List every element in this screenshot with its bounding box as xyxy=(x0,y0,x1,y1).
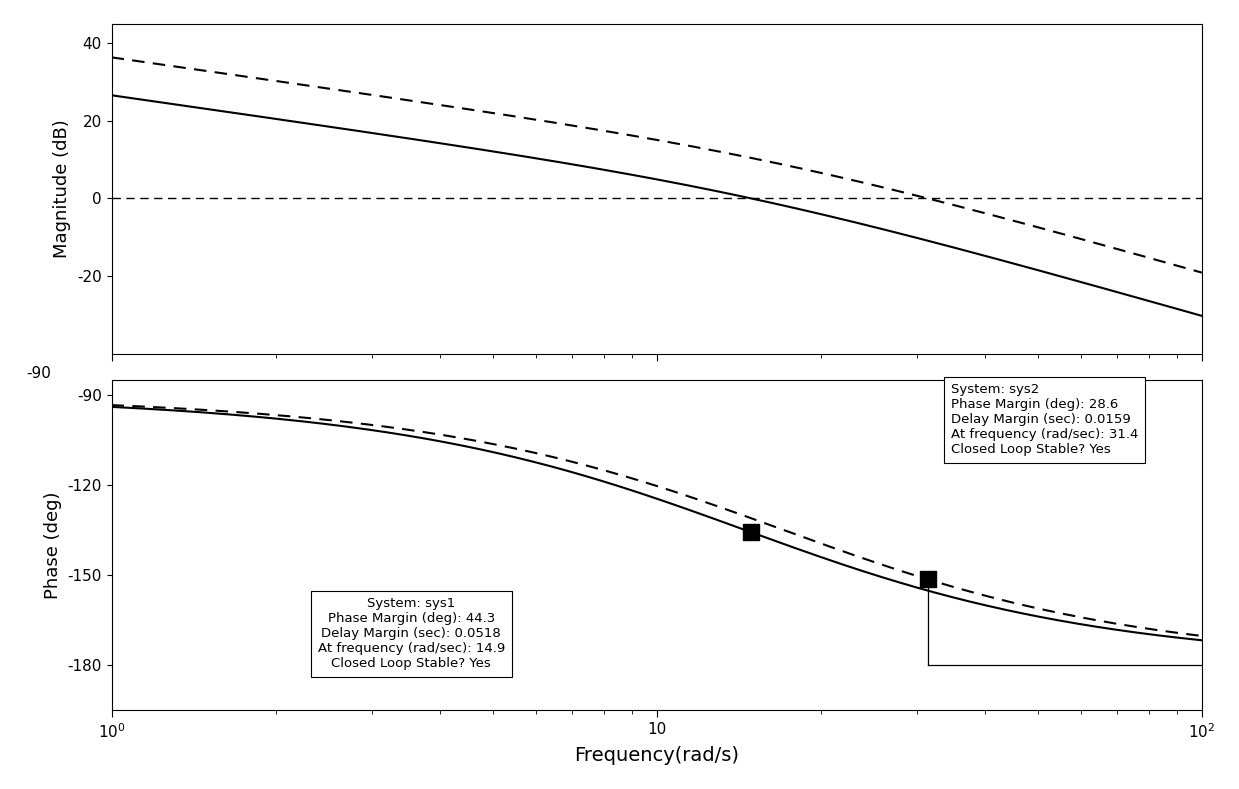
Text: System: sys2
Phase Margin (deg): 28.6
Delay Margin (sec): 0.0159
At frequency (r: System: sys2 Phase Margin (deg): 28.6 De… xyxy=(952,383,1139,456)
X-axis label: Frequency(rad/s): Frequency(rad/s) xyxy=(574,746,740,765)
Text: -90: -90 xyxy=(27,366,52,381)
Y-axis label: Phase (deg): Phase (deg) xyxy=(43,492,62,599)
Y-axis label: Magnitude (dB): Magnitude (dB) xyxy=(53,119,72,258)
Text: System: sys1
Phase Margin (deg): 44.3
Delay Margin (sec): 0.0518
At frequency (r: System: sys1 Phase Margin (deg): 44.3 De… xyxy=(317,597,506,671)
